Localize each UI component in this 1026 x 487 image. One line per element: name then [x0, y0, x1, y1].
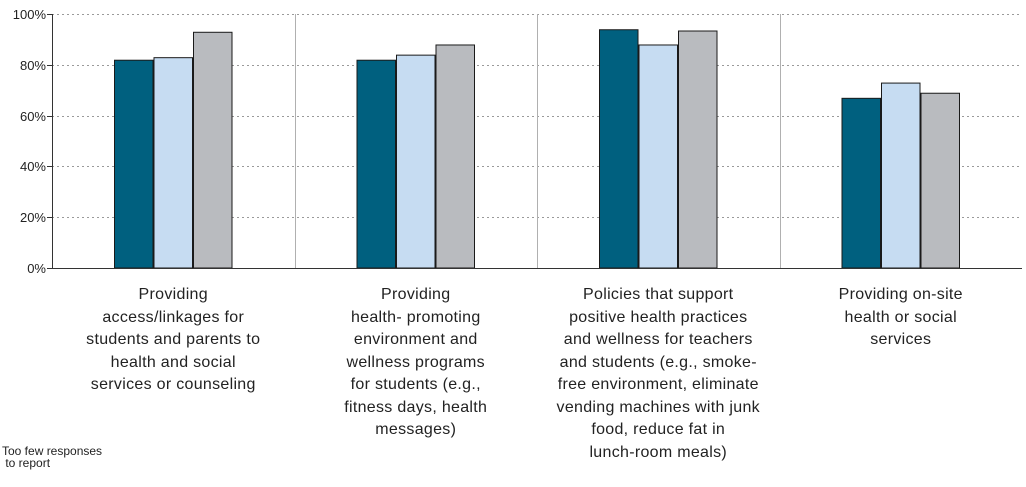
x-tick-label: Providing health- promoting environment … [344, 286, 488, 438]
bar-series-2-category-1 [153, 57, 193, 269]
bar-series-1-category-2 [356, 59, 396, 269]
y-tick-label: 60% [20, 109, 46, 124]
bar-series-3-category-3 [678, 30, 718, 269]
bar-series-1-category-1 [114, 59, 154, 269]
bar-series-2-category-2 [396, 54, 436, 269]
footnote: Too few responses to report [2, 444, 103, 470]
bar-series-2-category-3 [638, 44, 678, 269]
bar-series-1-category-3 [599, 29, 639, 269]
axes [47, 14, 1022, 269]
bar-series-3-category-2 [435, 44, 475, 269]
x-tick-label: Policies that support positive health pr… [556, 286, 760, 461]
y-tick-label: 20% [20, 210, 46, 225]
y-tick-labels: 0% 20% 40% 60% 80% 100% [13, 7, 47, 276]
y-tick-label: 0% [27, 261, 46, 276]
bar-series-1-category-4 [841, 97, 881, 269]
y-tick-label: 100% [13, 7, 47, 22]
group-separators [295, 14, 781, 268]
y-tick-label: 80% [20, 58, 46, 73]
bar-series-3-category-4 [920, 92, 960, 269]
x-tick-label: Providing access/linkages for students a… [86, 286, 261, 393]
bar-series-2-category-4 [881, 82, 921, 269]
x-tick-label: Providing on-site health or social servi… [838, 286, 963, 348]
y-tick-label: 40% [20, 159, 46, 174]
bars [114, 29, 960, 269]
bar-series-3-category-1 [193, 31, 233, 269]
